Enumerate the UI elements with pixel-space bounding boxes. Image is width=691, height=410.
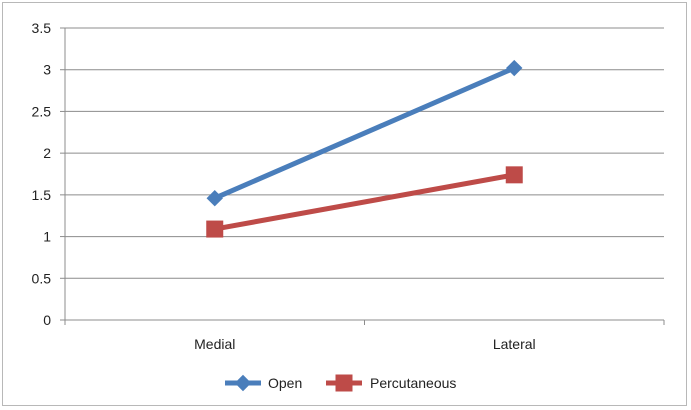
y-tick-label: 0.5 [32,270,52,286]
y-tick-label: 0 [43,312,51,328]
series-line-percutaneous [212,172,517,232]
data-point-open [506,59,523,77]
y-tick-label: 3 [43,62,51,78]
axes [64,28,664,325]
legend-label: Open [268,375,302,391]
y-tick-label: 1.5 [32,187,52,203]
y-tick-label: 3.5 [32,20,52,36]
series-line-open [212,65,517,201]
legend-item-open: Open [225,374,302,392]
gridlines [65,27,664,279]
legend: Open Percutaneous [225,374,456,392]
y-axis-ticks: 0 0.5 1 1.5 2 2.5 3 3.5 [32,20,65,328]
y-tick-label: 2.5 [32,103,52,119]
series-group [206,59,523,238]
x-tick-label: Lateral [493,336,536,352]
data-point-open [206,189,223,207]
legend-item-percutaneous: Percutaneous [326,374,456,392]
data-point-percutaneous [505,166,523,184]
legend-swatch-marker [335,374,353,392]
x-axis-ticks: Medial Lateral [64,320,665,352]
x-tick-label: Medial [194,336,235,352]
data-point-percutaneous [206,220,224,238]
legend-label: Percutaneous [370,375,456,391]
y-tick-label: 2 [43,145,51,161]
legend-swatch-marker [234,374,252,392]
y-tick-label: 1 [43,229,51,245]
